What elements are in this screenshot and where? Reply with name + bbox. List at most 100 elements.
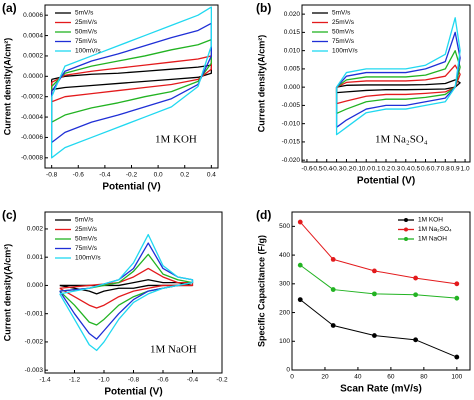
y-tick-label: -0.0002	[21, 93, 43, 100]
x-tick-label: -0.2	[341, 166, 353, 173]
y-tick-label: 0.0000	[23, 73, 43, 80]
y-tick-label: -0.0006	[21, 134, 43, 141]
legend-label: 50mV/s	[332, 29, 355, 36]
x-tick-label: 0.1	[372, 166, 381, 173]
x-tick-label: 100	[451, 374, 462, 381]
series-line	[51, 38, 212, 123]
y-tick-label: 0	[286, 367, 290, 374]
y-tick-label: 0.0004	[23, 32, 43, 39]
legend-label: 5mV/s	[332, 10, 351, 17]
x-tick-label: -0.2	[126, 172, 138, 179]
y-tick-label: 400	[279, 252, 290, 259]
legend-label: 5mV/s	[75, 217, 94, 224]
y-tick-label: 0.015	[284, 29, 301, 36]
legend-label: 1M KOH	[418, 217, 443, 224]
y-tick-label: 0.0006	[23, 12, 43, 19]
legend-label: 25mV/s	[332, 19, 355, 26]
x-tick-label: 0.0	[362, 166, 371, 173]
y-tick-label: -0.005	[282, 102, 301, 109]
x-tick-label: -0.4	[99, 172, 111, 179]
x-tick-label: -0.4	[321, 166, 333, 173]
x-tick-label: 0.5	[411, 166, 420, 173]
annotation: 1M Na₂SO₄	[375, 134, 428, 146]
legend-label: 100mV/s	[75, 255, 101, 262]
series-line	[335, 17, 461, 136]
x-tick-label: 80	[420, 374, 428, 381]
series-line	[59, 233, 194, 352]
y-tick-label: 0.020	[284, 11, 301, 18]
data-point	[372, 291, 377, 297]
series-line	[51, 64, 212, 91]
series-line	[335, 31, 461, 128]
panel-label: (c)	[2, 208, 17, 222]
y-tick-label: -0.0008	[21, 155, 43, 162]
x-tick-label: 0.3	[391, 166, 400, 173]
annotation: 1M KOH	[155, 134, 197, 146]
x-tick-label: -0.8	[128, 377, 140, 384]
x-tick-label: -0.6	[157, 377, 169, 384]
data-point	[297, 297, 303, 303]
x-tick-label: 60	[387, 374, 395, 381]
series-line	[299, 264, 457, 299]
x-tick-label: -0.6	[301, 166, 313, 173]
legend-label: 25mV/s	[75, 19, 98, 26]
x-axis-label: Potential (V)	[102, 182, 160, 193]
y-tick-label: 0.002	[27, 226, 44, 233]
y-tick-label: 0.000	[27, 282, 44, 289]
x-tick-label: 20	[321, 374, 329, 381]
y-axis-label: Current density(A/cm²)	[2, 244, 12, 342]
y-tick-label: -0.001	[25, 310, 44, 317]
y-tick-label: 200	[279, 309, 290, 316]
panel-label: (a)	[2, 1, 17, 15]
panel: (b)-0.6-0.5-0.4-0.3-0.2-0.1 0.0 0.1 0.2 0.3 0…	[256, 1, 471, 187]
series-line	[335, 79, 461, 94]
data-point	[413, 275, 419, 281]
series-line	[51, 55, 212, 103]
y-tick-label: 100	[279, 338, 290, 345]
x-tick-label: -0.4	[187, 377, 199, 384]
x-tick-label: 0.0	[154, 172, 163, 179]
legend-label: 1M NaOH	[418, 236, 447, 243]
panel-label: (b)	[256, 1, 271, 15]
y-axis-label: Current density(A/cm²)	[2, 38, 12, 136]
x-tick-label: 40	[354, 374, 362, 381]
x-tick-label: -0.8	[46, 172, 58, 179]
y-tick-label: -0.0004	[21, 114, 43, 121]
y-tick-label: 500	[279, 223, 290, 230]
y-tick-label: 0.010	[284, 47, 301, 54]
legend-label: 75mV/s	[332, 38, 355, 45]
x-tick-label: 0.8	[441, 166, 450, 173]
series-line	[335, 49, 461, 115]
data-point	[372, 333, 377, 338]
y-axis-label: Current density(A/cm²)	[256, 35, 266, 133]
series-line	[299, 299, 458, 358]
data-point	[454, 281, 460, 287]
legend-label: 100mV/s	[75, 48, 101, 55]
x-tick-label: 0.2	[180, 172, 189, 179]
y-tick-label: -0.010	[282, 120, 301, 127]
x-tick-label: 0.6	[421, 166, 430, 173]
data-point	[454, 354, 460, 360]
plot-frame	[291, 211, 471, 371]
x-tick-label: -1.4	[39, 377, 51, 384]
legend-label: 25mV/s	[75, 226, 98, 233]
legend-label: 1M Na₂SO₄	[418, 226, 452, 233]
data-point	[413, 337, 419, 343]
data-point	[297, 262, 303, 268]
x-tick-label: -1.0	[98, 377, 110, 384]
legend-label: 75mV/s	[75, 38, 98, 45]
series-line	[51, 6, 212, 159]
panel-label: (d)	[256, 208, 271, 222]
y-tick-label: 0.0002	[23, 53, 43, 60]
data-point	[330, 287, 336, 292]
x-tick-label: 0.9	[451, 166, 460, 173]
y-tick-label: 0.001	[27, 254, 44, 261]
x-tick-label: -0.1	[351, 166, 363, 173]
y-axis-label: Specific Capacitance (F/g)	[256, 235, 266, 347]
data-point	[413, 292, 419, 298]
x-tick-label: 0	[290, 374, 294, 381]
y-tick-label: -0.015	[282, 139, 301, 146]
annotation: 1M NaOH	[150, 344, 197, 356]
x-tick-label: 0.2	[381, 166, 390, 173]
